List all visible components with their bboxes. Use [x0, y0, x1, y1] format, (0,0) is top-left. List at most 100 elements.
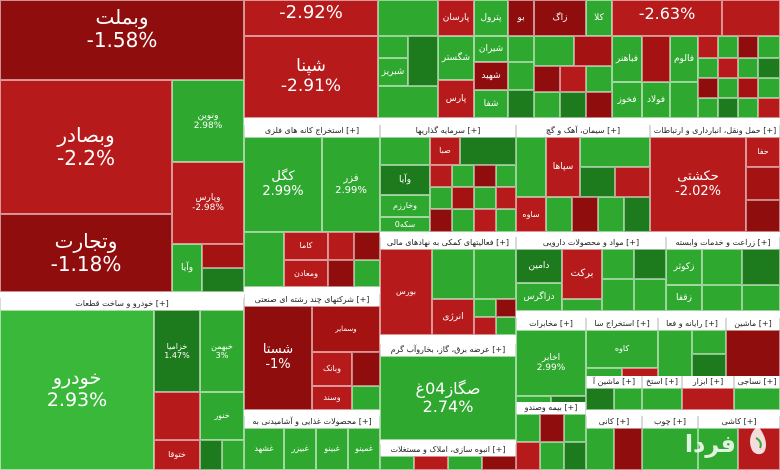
- cell-small[interactable]: [580, 137, 650, 167]
- cell-shiran[interactable]: شیران: [474, 36, 508, 62]
- cell-small[interactable]: [496, 209, 516, 232]
- cell-small[interactable]: [534, 36, 574, 66]
- cell-small[interactable]: [738, 36, 758, 58]
- cell-small[interactable]: [380, 456, 414, 470]
- cell-shafa[interactable]: شفا: [474, 90, 508, 118]
- cell-small[interactable]: [328, 232, 354, 260]
- cell-small[interactable]: [474, 187, 496, 209]
- group-header-machine[interactable]: ماشین [+]: [726, 318, 780, 330]
- cell-shpna[interactable]: شپنا -2.91%: [244, 36, 378, 118]
- cell-small[interactable]: [154, 392, 200, 440]
- cell-small[interactable]: [642, 36, 670, 82]
- cell-khotoga[interactable]: ختوقا: [154, 440, 200, 470]
- cell-bu[interactable]: بو: [508, 0, 534, 36]
- cell-small[interactable]: [474, 299, 496, 317]
- cell-small[interactable]: [642, 428, 698, 470]
- cell-small[interactable]: [698, 428, 738, 470]
- cell-small[interactable]: [722, 0, 780, 36]
- cell-small[interactable]: [614, 388, 642, 410]
- cell-seke[interactable]: سکه0: [380, 217, 430, 232]
- group-header-mining-other[interactable]: استخراج سا [+]: [586, 318, 658, 330]
- cell-small[interactable]: [718, 78, 738, 98]
- cell-small[interactable]: [562, 299, 602, 311]
- cell-pars[interactable]: پارس: [438, 80, 474, 118]
- cell-small[interactable]: [758, 98, 780, 118]
- cell-small[interactable]: [496, 187, 516, 209]
- cell-small[interactable]: [624, 197, 650, 232]
- cell-small[interactable]: [452, 209, 474, 232]
- cell-small[interactable]: [642, 388, 682, 410]
- cell-small[interactable]: [516, 442, 540, 470]
- cell-fakhuz[interactable]: فخوز: [612, 82, 642, 118]
- cell-small[interactable]: [614, 428, 642, 470]
- cell-small[interactable]: [430, 209, 452, 232]
- cell-small[interactable]: [354, 260, 380, 287]
- cell-savah[interactable]: ساوه: [516, 197, 546, 232]
- cell-small[interactable]: [692, 354, 726, 378]
- cell-small[interactable]: [452, 187, 474, 209]
- cell-khodro[interactable]: خودرو 2.93%: [0, 310, 154, 470]
- cell-zakowsar[interactable]: زکوثر: [666, 249, 702, 285]
- cell-small[interactable]: [746, 200, 780, 232]
- cell-small[interactable]: [496, 299, 516, 317]
- cell-ghabiz[interactable]: غبیزر: [284, 428, 316, 470]
- cell-shasta[interactable]: شستا -1%: [244, 306, 312, 410]
- group-header-investment[interactable]: سرمایه گذاریها [+]: [380, 125, 516, 137]
- cell-small[interactable]: [698, 36, 718, 58]
- cell-vparsian[interactable]: وپارس -2.98%: [172, 162, 244, 244]
- cell-vbmellat[interactable]: وبملت -1.58%: [0, 0, 244, 80]
- cell-fabahonar[interactable]: فباهنر: [612, 36, 642, 82]
- cell-small[interactable]: [452, 165, 474, 187]
- cell-small[interactable]: [560, 66, 586, 92]
- cell-small[interactable]: [414, 456, 448, 470]
- cell-small[interactable]: [540, 442, 564, 470]
- cell-small[interactable]: [430, 165, 452, 187]
- cell-damin[interactable]: دامین: [516, 249, 562, 283]
- cell-ghashahd[interactable]: غشهد: [244, 428, 284, 470]
- cell-small[interactable]: [378, 86, 438, 118]
- cell-small[interactable]: [742, 285, 780, 311]
- cell-small[interactable]: [602, 249, 634, 279]
- cell-small[interactable]: [354, 232, 380, 260]
- cell-vbsader[interactable]: وبصادر -2.2%: [0, 80, 172, 214]
- cell-small[interactable]: [474, 209, 496, 232]
- cell-small[interactable]: [508, 62, 534, 90]
- cell-small[interactable]: [222, 440, 244, 470]
- cell-vamaadan[interactable]: ومعادن: [284, 260, 328, 287]
- cell-zaga[interactable]: زاگ: [534, 0, 586, 36]
- cell-small[interactable]: [586, 388, 614, 410]
- cell-small[interactable]: [516, 414, 540, 442]
- cell-small[interactable]: [586, 428, 614, 470]
- cell-small[interactable]: [508, 36, 534, 62]
- cell-small[interactable]: [738, 78, 758, 98]
- cell-ghebino[interactable]: غبینو: [316, 428, 348, 470]
- cell-top-right[interactable]: -2.63%: [612, 0, 722, 36]
- cell-kegol[interactable]: کگل 2.99%: [244, 137, 322, 232]
- cell-small[interactable]: [482, 456, 516, 470]
- cell-small[interactable]: [474, 249, 516, 299]
- cell-small[interactable]: [328, 260, 354, 287]
- cell-shegostar[interactable]: شگستر: [438, 36, 474, 80]
- cell-parsan[interactable]: پارسان: [438, 0, 474, 36]
- cell-small[interactable]: [496, 165, 516, 187]
- cell-anrezhi[interactable]: انرژی: [432, 299, 474, 335]
- cell-hafa[interactable]: حفا: [746, 137, 780, 167]
- cell-small[interactable]: [448, 456, 482, 470]
- cell-small[interactable]: [718, 36, 738, 58]
- cell-small[interactable]: [698, 78, 718, 98]
- group-header-textile[interactable]: نساجی [+]: [734, 376, 780, 388]
- group-header-stone[interactable]: استخ [+]: [642, 376, 682, 388]
- cell-small[interactable]: [682, 388, 734, 410]
- cell-small[interactable]: [670, 82, 698, 118]
- cell-vesmaker[interactable]: وسمایر: [312, 306, 380, 352]
- cell-vasand[interactable]: وسند: [312, 386, 352, 410]
- cell-small[interactable]: [738, 98, 758, 118]
- cell-vabank[interactable]: وبانک: [312, 352, 352, 386]
- cell-small[interactable]: [692, 330, 726, 354]
- cell-small[interactable]: [202, 268, 244, 292]
- group-header-food[interactable]: محصولات غذایی و آشامیدنی به [+]: [244, 416, 380, 428]
- cell-small[interactable]: [352, 386, 380, 410]
- group-header-khodro[interactable]: خودرو و ساخت قطعات [+]: [0, 298, 244, 310]
- cell-small[interactable]: [758, 78, 780, 98]
- cell-small[interactable]: [564, 414, 586, 442]
